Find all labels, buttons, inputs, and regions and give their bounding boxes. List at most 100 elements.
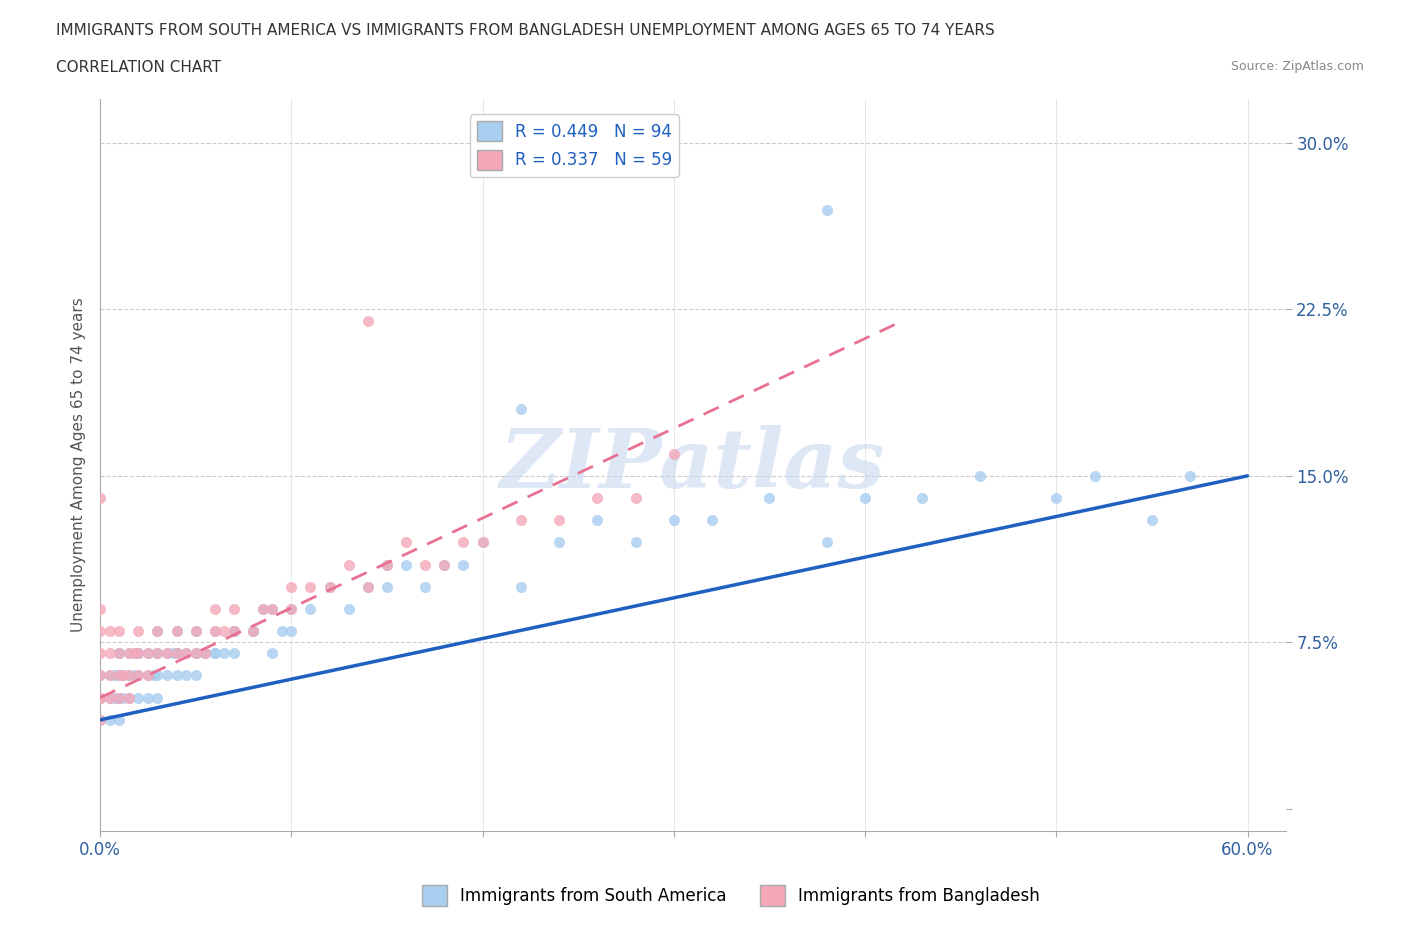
Point [156,645,179,660]
Point [262,602,284,617]
Point [156,645,179,660]
Point [204,602,226,617]
Point [124,668,146,683]
Point [509,512,531,527]
Point [280,602,302,617]
Point [118,690,141,705]
Point [270,624,292,639]
Point [127,668,149,683]
Point [184,645,207,660]
Point [662,512,685,527]
Point [375,557,398,572]
Point [299,602,322,617]
Point [299,579,322,594]
Point [89,690,111,705]
Point [222,645,245,660]
Point [815,535,838,550]
Point [433,557,456,572]
Point [108,668,131,683]
Point [108,645,131,660]
Point [98,624,121,639]
Point [337,557,360,572]
Point [758,491,780,506]
Point [136,668,159,683]
Point [124,645,146,660]
Point [89,690,111,705]
Point [112,668,135,683]
Point [108,624,131,639]
Point [624,491,647,506]
Point [108,668,131,683]
Point [166,668,188,683]
Point [146,668,169,683]
Point [1045,491,1067,506]
Point [337,602,360,617]
Point [118,645,141,660]
Point [89,645,111,660]
Point [127,645,149,660]
Point [222,602,245,617]
Point [548,535,571,550]
Point [395,557,418,572]
Point [136,645,159,660]
Point [98,668,121,683]
Point [194,645,217,660]
Point [815,202,838,217]
Point [548,512,571,527]
Point [1140,512,1163,527]
Point [146,624,169,639]
Point [127,645,149,660]
Point [375,579,398,594]
Point [357,313,380,328]
Point [146,645,169,660]
Point [204,624,226,639]
Point [89,602,111,617]
Point [89,690,111,705]
Point [174,668,197,683]
Point [214,645,236,660]
Point [146,624,169,639]
Point [104,690,127,705]
Point [174,645,197,660]
Point [136,645,159,660]
Point [89,668,111,683]
Point [509,579,531,594]
Point [262,602,284,617]
Point [98,645,121,660]
Point [166,624,188,639]
Text: Source: ZipAtlas.com: Source: ZipAtlas.com [1230,60,1364,73]
Point [127,690,149,705]
Point [853,491,876,506]
Point [136,668,159,683]
Point [242,624,264,639]
Y-axis label: Unemployment Among Ages 65 to 74 years: Unemployment Among Ages 65 to 74 years [72,298,86,632]
Point [242,624,264,639]
Point [108,690,131,705]
Point [104,668,127,683]
Point [146,690,169,705]
Point [108,645,131,660]
Point [395,535,418,550]
Point [318,579,340,594]
Point [89,690,111,705]
Legend: R = 0.449   N = 94, R = 0.337   N = 59: R = 0.449 N = 94, R = 0.337 N = 59 [470,114,679,177]
Point [222,624,245,639]
Point [413,557,436,572]
Point [184,645,207,660]
Point [453,557,475,572]
Point [136,690,159,705]
Point [184,668,207,683]
Point [911,491,934,506]
Point [156,668,179,683]
Point [252,602,274,617]
Point [108,645,131,660]
Point [375,557,398,572]
Point [98,668,121,683]
Point [127,668,149,683]
Point [184,624,207,639]
Point [166,645,188,660]
Point [222,624,245,639]
Point [252,602,274,617]
Point [112,668,135,683]
Point [471,535,494,550]
